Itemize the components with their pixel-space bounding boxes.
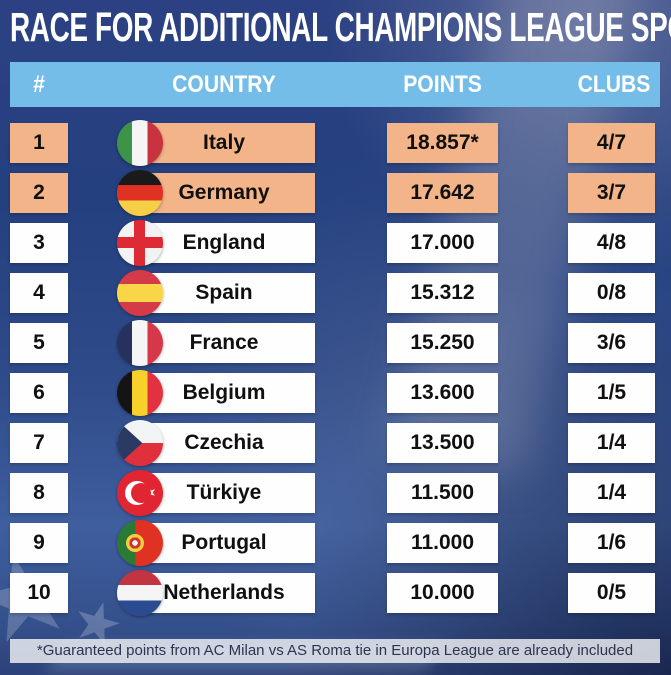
country-cell: Italy bbox=[117, 120, 315, 166]
table-row: 10 Netherlands 10.000 0/5 bbox=[0, 570, 671, 616]
clubs-cell: 1/4 bbox=[568, 473, 655, 513]
points-cell: 11.000 bbox=[387, 523, 498, 563]
clubs-cell: 1/5 bbox=[568, 373, 655, 413]
country-name: Portugal bbox=[181, 531, 267, 554]
table-row: 2 Germany 17.642 3/7 bbox=[0, 170, 671, 216]
clubs-cell: 0/8 bbox=[568, 273, 655, 313]
flag-france-icon bbox=[117, 320, 163, 366]
rank-cell: 6 bbox=[10, 373, 68, 413]
country-name: Germany bbox=[178, 181, 270, 204]
country-cell: Czechia bbox=[117, 420, 315, 466]
country-name: Czechia bbox=[184, 431, 264, 454]
points-cell: 15.250 bbox=[387, 323, 498, 363]
clubs-cell: 3/6 bbox=[568, 323, 655, 363]
country-cell: Spain bbox=[117, 270, 315, 316]
points-cell: 13.600 bbox=[387, 373, 498, 413]
clubs-cell: 1/6 bbox=[568, 523, 655, 563]
country-cell: Türkiye bbox=[117, 470, 315, 516]
rank-cell: 7 bbox=[10, 423, 68, 463]
points-cell: 15.312 bbox=[387, 273, 498, 313]
footnote: *Guaranteed points from AC Milan vs AS R… bbox=[10, 639, 660, 663]
clubs-cell: 4/8 bbox=[568, 223, 655, 263]
clubs-cell: 3/7 bbox=[568, 173, 655, 213]
country-name: Netherlands bbox=[163, 581, 285, 604]
points-cell: 17.000 bbox=[387, 223, 498, 263]
country-cell: Portugal bbox=[117, 520, 315, 566]
rank-cell: 4 bbox=[10, 273, 68, 313]
table-row: 9 Portugal 11.000 1/6 bbox=[0, 520, 671, 566]
header-country: COUNTRY bbox=[172, 71, 276, 98]
flag-netherlands-icon bbox=[117, 570, 163, 616]
rank-cell: 9 bbox=[10, 523, 68, 563]
table-row: 4 Spain 15.312 0/8 bbox=[0, 270, 671, 316]
flag-spain-icon bbox=[117, 270, 163, 316]
country-name: Italy bbox=[202, 131, 246, 154]
rank-cell: 1 bbox=[10, 123, 68, 163]
points-cell: 18.857* bbox=[387, 123, 498, 163]
rank-cell: 3 bbox=[10, 223, 68, 263]
table-row: 1 Italy 18.857* 4/7 bbox=[0, 120, 671, 166]
header-clubs: CLUBS bbox=[577, 71, 651, 98]
country-cell: Germany bbox=[117, 170, 315, 216]
flag-england-icon bbox=[117, 220, 163, 266]
country-name: Türkiye bbox=[186, 481, 262, 504]
flag-turkiye-icon bbox=[117, 470, 163, 516]
table-row: 8 Türkiye 11.500 1/4 bbox=[0, 470, 671, 516]
rank-cell: 10 bbox=[10, 573, 68, 613]
header-points: POINTS bbox=[403, 71, 482, 98]
flag-portugal-icon bbox=[117, 520, 163, 566]
country-name: France bbox=[189, 331, 259, 354]
points-cell: 11.500 bbox=[387, 473, 498, 513]
points-cell: 13.500 bbox=[387, 423, 498, 463]
table-row: 5 France 15.250 3/6 bbox=[0, 320, 671, 366]
table-row: 7 Czechia 13.500 1/4 bbox=[0, 420, 671, 466]
country-cell: Netherlands bbox=[117, 570, 315, 616]
flag-czechia-icon bbox=[117, 420, 163, 466]
points-cell: 17.642 bbox=[387, 173, 498, 213]
clubs-cell: 4/7 bbox=[568, 123, 655, 163]
header-rank: # bbox=[33, 71, 45, 98]
flag-germany-icon bbox=[117, 170, 163, 216]
page-title: RACE FOR ADDITIONAL CHAMPIONS LEAGUE SPO… bbox=[10, 4, 671, 50]
table-row: 3 England 17.000 4/8 bbox=[0, 220, 671, 266]
country-name: Belgium bbox=[182, 381, 266, 404]
clubs-cell: 1/4 bbox=[568, 423, 655, 463]
rank-cell: 8 bbox=[10, 473, 68, 513]
rank-cell: 5 bbox=[10, 323, 68, 363]
country-name: Spain bbox=[195, 281, 253, 304]
flag-star-detail bbox=[144, 486, 158, 500]
flag-belgium-icon bbox=[117, 370, 163, 416]
country-name: England bbox=[182, 231, 266, 254]
country-cell: Belgium bbox=[117, 370, 315, 416]
rank-cell: 2 bbox=[10, 173, 68, 213]
country-cell: England bbox=[117, 220, 315, 266]
table-header-row: # COUNTRY POINTS CLUBS bbox=[10, 62, 660, 107]
points-cell: 10.000 bbox=[387, 573, 498, 613]
table-row: 6 Belgium 13.600 1/5 bbox=[0, 370, 671, 416]
flag-italy-icon bbox=[117, 120, 163, 166]
clubs-cell: 0/5 bbox=[568, 573, 655, 613]
country-cell: France bbox=[117, 320, 315, 366]
